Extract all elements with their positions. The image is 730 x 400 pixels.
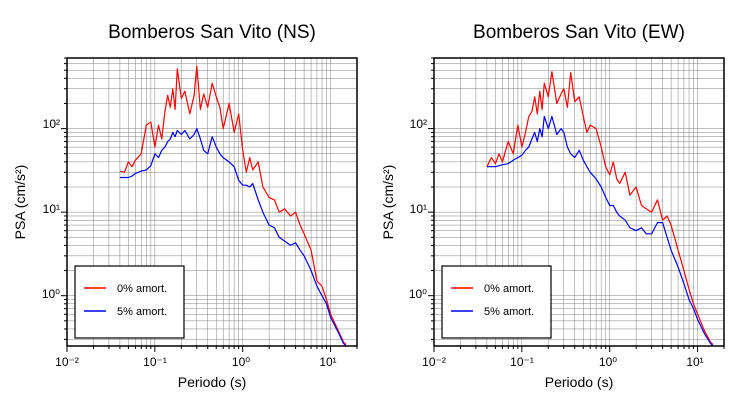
legend-box (441, 265, 552, 339)
y-tick-label: 10² (410, 117, 427, 131)
y-axis-label: PSA (cm/s²) (380, 165, 396, 240)
legend-entry: 5% amort. (484, 306, 534, 318)
legend-entry: 5% amort. (117, 306, 167, 318)
x-tick-label: 10⁰ (599, 355, 617, 369)
x-tick-label: 10⁻¹ (510, 355, 534, 369)
legend-box (74, 265, 185, 339)
chart-title: Bomberos San Vito (NS) (108, 22, 316, 43)
chart-panel-ns: Bomberos San Vito (NS) 10⁻² 10⁻¹ 10⁰ 10¹… (12, 22, 358, 390)
y-axis-label: PSA (cm/s²) (12, 165, 28, 240)
series-line-0-amort- (119, 65, 347, 346)
series-lines (486, 71, 714, 347)
y-tick-label: 10⁰ (409, 287, 427, 301)
plot-frame (433, 57, 725, 347)
y-tick-label: 10¹ (43, 202, 60, 216)
series-line-0-amort- (486, 71, 714, 346)
x-tick-label: 10¹ (319, 355, 336, 369)
series-line-5-amort- (486, 115, 714, 347)
axis-ticks (428, 57, 725, 352)
x-tick-label: 10⁻¹ (143, 355, 167, 369)
series-lines (119, 65, 347, 347)
x-tick-label: 10¹ (686, 355, 703, 369)
y-tick-label: 10⁰ (42, 287, 60, 301)
y-tick-label: 10² (43, 117, 60, 131)
x-axis-label: Periodo (s) (178, 374, 246, 390)
plot-frame (66, 57, 358, 347)
legend-entry: 0% amort. (484, 283, 534, 295)
legend: 0% amort. 5% amort. (441, 265, 552, 339)
chart-title: Bomberos San Vito (EW) (473, 22, 685, 43)
x-tick-label: 10⁻² (55, 355, 79, 369)
chart-panel-ew: Bomberos San Vito (EW) 10⁻² 10⁻¹ 10⁰ 10¹… (380, 22, 725, 390)
legend: 0% amort. 5% amort. (74, 265, 185, 339)
x-tick-label: 10⁰ (232, 355, 250, 369)
x-tick-label: 10⁻² (422, 355, 446, 369)
axis-ticks (61, 57, 358, 352)
y-tick-label: 10¹ (410, 202, 427, 216)
series-line-5-amort- (119, 128, 347, 347)
x-axis-label: Periodo (s) (545, 374, 613, 390)
legend-entry: 0% amort. (117, 283, 167, 295)
